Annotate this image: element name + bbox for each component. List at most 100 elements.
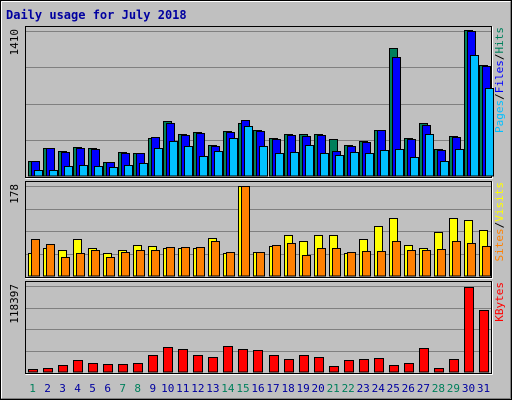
bar-pages-day-26	[410, 157, 419, 177]
bar-kbytes-day-14	[223, 346, 233, 373]
legend-separator: /	[493, 93, 506, 100]
legend-entry-sites: Sites	[493, 228, 506, 261]
bar-pages-day-17	[275, 153, 284, 177]
bar-kbytes-day-2	[43, 368, 53, 373]
bar-pages-day-19	[305, 145, 314, 177]
bar-kbytes-day-31	[479, 310, 489, 373]
bar-sites-day-13	[211, 241, 220, 277]
bar-pages-day-31	[485, 88, 494, 177]
bar-sites-day-3	[61, 257, 70, 277]
x-tick-label-day-2: 2	[44, 382, 51, 395]
bar-sites-day-20	[317, 248, 326, 277]
y-axis-max-label: 178	[8, 184, 21, 204]
bar-kbytes-day-15	[238, 349, 248, 373]
bar-pages-day-28	[440, 161, 449, 177]
bar-sites-day-25	[392, 241, 401, 277]
x-tick-label-day-31: 31	[477, 382, 490, 395]
x-tick-label-day-7: 7	[119, 382, 126, 395]
chart-title: Daily usage for July 2018	[6, 8, 187, 22]
bar-sites-day-23	[362, 251, 371, 277]
x-tick-label-day-29: 29	[447, 382, 460, 395]
bar-kbytes-day-20	[314, 357, 324, 373]
legend-entry-pages: Pages	[493, 100, 506, 133]
bar-pages-day-15	[244, 126, 253, 177]
bar-kbytes-day-29	[449, 359, 459, 373]
bar-sites-day-26	[407, 250, 416, 277]
bar-sites-day-10	[166, 247, 175, 277]
legend-hits-files-pages: Pages/Files/Hits	[493, 27, 506, 133]
legend-entry-hits: Hits	[493, 27, 506, 54]
x-tick-label-day-13: 13	[206, 382, 219, 395]
bar-kbytes-day-19	[299, 355, 309, 373]
bar-sites-day-28	[437, 249, 446, 277]
bar-pages-day-18	[290, 152, 299, 177]
bar-sites-day-1	[31, 239, 40, 277]
x-tick-label-day-14: 14	[221, 382, 235, 395]
legend-entry-files: Files	[493, 60, 506, 93]
bar-kbytes-day-25	[389, 365, 399, 373]
bar-kbytes-day-8	[133, 363, 143, 373]
bar-kbytes-day-16	[253, 350, 263, 373]
bar-pages-day-30	[470, 55, 479, 177]
bar-sites-day-12	[196, 247, 205, 277]
bar-sites-day-8	[136, 250, 145, 277]
bar-kbytes-day-21	[329, 366, 339, 373]
bar-kbytes-day-11	[178, 349, 188, 373]
x-tick-label-day-9: 9	[149, 382, 156, 395]
bar-pages-day-13	[214, 151, 223, 177]
bar-sites-day-4	[76, 253, 85, 277]
bar-kbytes-day-23	[359, 359, 369, 373]
bar-kbytes-day-1	[28, 369, 38, 373]
x-tick-label-day-23: 23	[357, 382, 370, 395]
bar-kbytes-day-17	[269, 355, 279, 373]
bar-kbytes-day-28	[434, 368, 444, 373]
bar-pages-day-27	[425, 134, 434, 177]
x-tick-label-day-10: 10	[161, 382, 174, 395]
bar-sites-day-18	[287, 243, 296, 277]
bar-sites-day-27	[422, 250, 431, 277]
bar-sites-day-22	[347, 252, 356, 277]
bar-sites-day-17	[272, 245, 281, 277]
bar-sites-day-11	[181, 247, 190, 277]
x-tick-label-day-1: 1	[29, 382, 36, 395]
legend-separator: /	[493, 222, 506, 229]
x-tick-label-day-11: 11	[176, 382, 189, 395]
legend-visits-sites: Sites/Visits	[493, 182, 506, 262]
bar-sites-day-19	[302, 255, 311, 277]
legend-entry-visits: Visits	[493, 182, 506, 222]
x-tick-label-day-17: 17	[266, 382, 279, 395]
bar-kbytes-day-4	[73, 360, 83, 373]
bar-sites-day-7	[121, 252, 130, 277]
x-tick-label-day-20: 20	[311, 382, 324, 395]
chart-panels: 1410Pages/Files/Hits178Sites/Visits11839…	[8, 26, 506, 375]
panel-visits-sites: 178 Sites/Visits	[8, 181, 506, 279]
bar-pages-day-7	[124, 165, 133, 177]
bar-pages-day-8	[139, 163, 148, 177]
bar-kbytes-day-3	[58, 365, 68, 373]
bar-sites-day-14	[226, 252, 235, 277]
bar-pages-day-20	[320, 153, 329, 177]
bar-sites-day-15	[241, 186, 250, 277]
bar-kbytes-day-24	[374, 358, 384, 373]
bar-pages-day-1	[34, 170, 43, 177]
x-tick-label-day-21: 21	[327, 382, 340, 395]
x-tick-label-day-19: 19	[296, 382, 309, 395]
bar-kbytes-day-9	[148, 355, 158, 373]
bar-kbytes-day-18	[284, 359, 294, 373]
bar-pages-day-4	[79, 165, 88, 177]
bar-pages-day-11	[184, 146, 193, 177]
bar-pages-day-2	[49, 170, 58, 177]
bar-kbytes-day-13	[208, 357, 218, 373]
x-tick-label-day-4: 4	[74, 382, 81, 395]
bar-pages-day-10	[169, 141, 178, 177]
bar-pages-day-25	[395, 149, 404, 177]
x-tick-label-day-8: 8	[134, 382, 141, 395]
y-axis-max-label: 118397	[8, 284, 21, 324]
bar-pages-day-14	[229, 138, 238, 177]
bar-pages-day-24	[380, 150, 389, 177]
x-tick-label-day-26: 26	[402, 382, 415, 395]
bar-sites-day-21	[332, 248, 341, 277]
